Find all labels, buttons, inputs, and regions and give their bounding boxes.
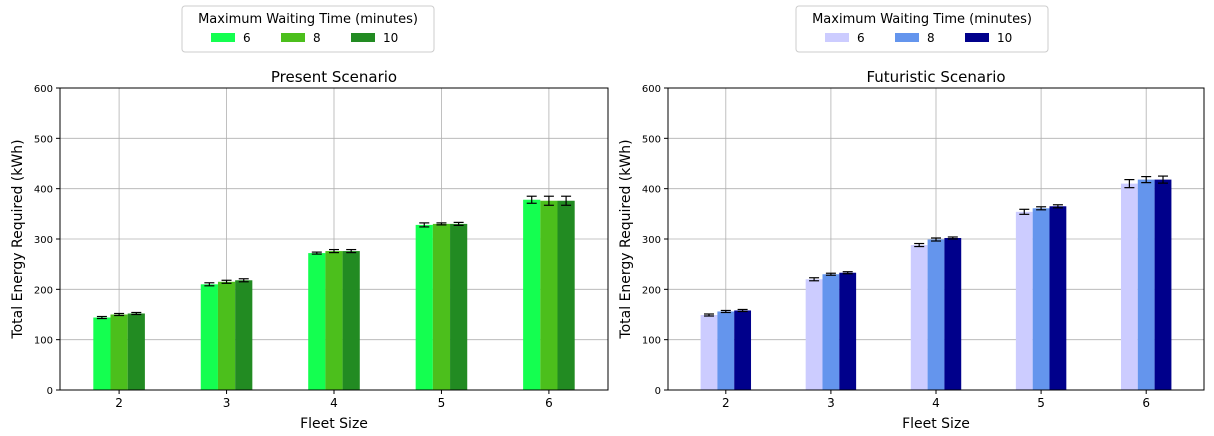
legend-swatch-6 [211,33,235,42]
bar-3-series-8 [822,274,840,390]
x-tick-label: 5 [1037,396,1045,410]
bar-5-series-10 [450,223,468,390]
x-tick-label: 2 [115,396,123,410]
bar-3-series-10 [235,280,253,390]
bar-2-series-10 [127,313,145,390]
y-tick-label: 0 [47,386,53,397]
legend-label-6: 6 [857,31,865,45]
x-tick-label: 4 [330,396,338,410]
bar-2-series-10 [734,310,752,390]
bar-3-series-8 [217,281,236,390]
bar-4-series-8 [325,251,343,390]
y-tick-label: 400 [34,185,53,196]
y-tick-label: 0 [655,386,661,397]
y-axis-label: Total Energy Required (kWh) [10,139,26,339]
legend-swatch-6 [825,33,849,42]
x-axis-label: Fleet Size [902,416,970,432]
x-tick-label: 2 [722,396,730,410]
legend-title: Maximum Waiting Time (minutes) [198,12,418,27]
y-axis-label: Total Energy Required (kWh) [618,139,634,339]
bar-5-series-8 [432,223,451,390]
legend-swatch-8 [281,33,305,42]
bar-3-series-6 [200,284,218,390]
bar-6-series-8 [540,200,558,390]
bar-5-series-10 [1049,206,1067,390]
bar-6-series-8 [1137,179,1155,390]
chart-panel-1: 0 100 200 300 400 500 600 2 3 4 5 6 Present Scenario… [10,5,609,432]
bar-6-series-10 [557,200,575,390]
bar-4-series-10 [342,251,360,390]
x-tick-label: 6 [1142,396,1150,410]
y-tick-label: 100 [34,336,53,347]
bar-2-series-6 [700,315,718,390]
bar-4-series-8 [927,239,945,390]
bar-3-series-6 [805,279,823,390]
legend-swatch-8 [895,33,919,42]
bar-3-series-10 [839,272,857,390]
legend: Maximum Waiting Time (minutes) 6 8 10 [795,5,1049,53]
y-tick-label: 300 [34,235,53,246]
x-tick-label: 3 [223,396,231,410]
y-tick-label: 400 [642,185,661,196]
bar-2-series-8 [110,314,128,390]
y-tick-label: 500 [642,134,661,145]
legend-label-10: 10 [997,31,1012,45]
legend-label-8: 8 [927,31,935,45]
legend-label-10: 10 [383,31,398,45]
bar-6-series-6 [1120,183,1138,390]
bar-4-series-10 [944,237,962,390]
bar-6-series-10 [1154,179,1172,390]
legend-label-6: 6 [243,31,251,45]
legend-title: Maximum Waiting Time (minutes) [812,12,1032,27]
y-tick-label: 200 [34,285,53,296]
bar-5-series-6 [1015,211,1033,390]
bar-2-series-8 [717,311,735,390]
bar-4-series-6 [910,245,928,390]
legend-swatch-10 [351,33,375,42]
y-tick-label: 300 [642,235,661,246]
legend-label-8: 8 [313,31,321,45]
legend: Maximum Waiting Time (minutes) 6 8 10 [181,5,435,53]
x-tick-label: 3 [827,396,835,410]
legend-swatch-10 [965,33,989,42]
bar-2-series-6 [93,317,111,390]
y-tick-label: 600 [34,84,53,95]
y-tick-label: 600 [642,84,661,95]
bar-4-series-6 [308,253,326,390]
y-tick-label: 500 [34,134,53,145]
x-tick-label: 6 [545,396,553,410]
chart-title: Present Scenario [271,68,397,86]
y-tick-label: 200 [642,285,661,296]
bar-5-series-8 [1032,208,1050,390]
bar-5-series-6 [415,224,433,390]
x-axis-label: Fleet Size [300,416,368,432]
bar-6-series-6 [523,199,541,390]
chart-panel-2: 0 100 200 300 400 500 600 2 3 4 5 6 Futuristic Scena… [618,5,1205,432]
x-tick-label: 5 [438,396,446,410]
x-tick-label: 4 [932,396,940,410]
y-tick-label: 100 [642,336,661,347]
chart-title: Futuristic Scenario [866,68,1005,86]
